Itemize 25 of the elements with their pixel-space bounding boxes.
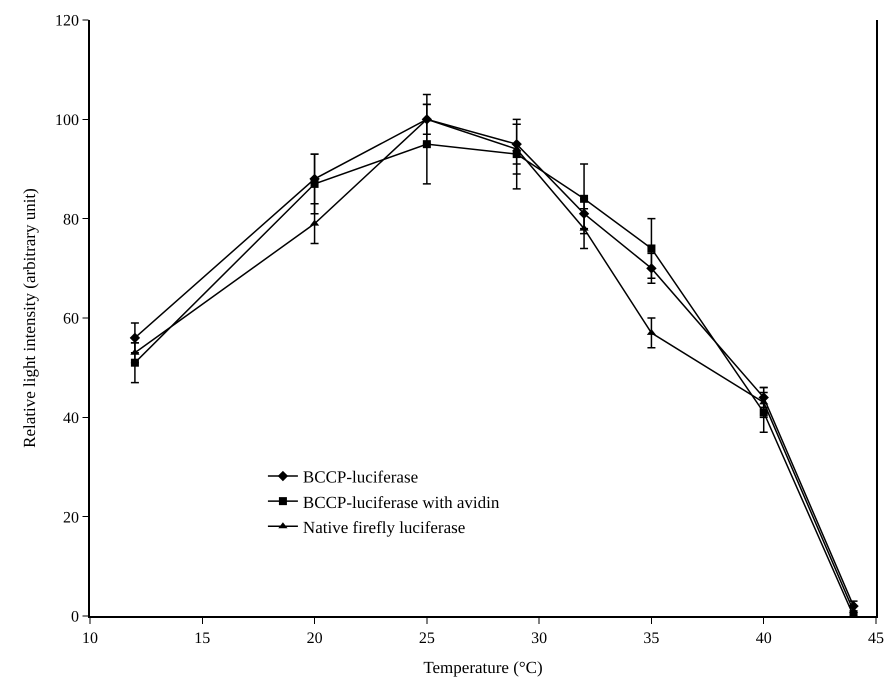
- point: [422, 140, 431, 148]
- x-tick-label: 25: [418, 630, 435, 647]
- point: [580, 194, 588, 203]
- x-tick-label: 45: [868, 630, 884, 647]
- y-tick-label: 0: [71, 608, 80, 626]
- point: [130, 332, 140, 344]
- legend-label: Native firefly luciferase: [302, 518, 466, 537]
- y-tick-label: 120: [55, 12, 80, 30]
- y-tick-label: 40: [63, 410, 80, 427]
- y-tick-label: 80: [63, 211, 80, 228]
- y-axis-title: Relative light intensity (arbitrary unit): [20, 188, 40, 448]
- x-tick-label: 10: [82, 630, 98, 647]
- y-tick-label: 100: [55, 112, 80, 129]
- x-axis-title: Temperature (°C): [423, 658, 543, 677]
- y-tick-label: 20: [63, 509, 80, 526]
- legend-label: BCCP-luciferase with avidin: [302, 492, 500, 512]
- y-tick-label: 60: [63, 310, 80, 328]
- x-tick-label: 15: [194, 630, 210, 647]
- legend-label: BCCP-luciferase: [302, 468, 418, 487]
- x-tick-label: 35: [643, 630, 660, 647]
- x-tick-label: 20: [306, 630, 323, 647]
- x-tick-label: 30: [531, 630, 548, 647]
- point: [310, 180, 319, 188]
- point: [647, 244, 656, 252]
- x-tick-label: 40: [756, 630, 772, 647]
